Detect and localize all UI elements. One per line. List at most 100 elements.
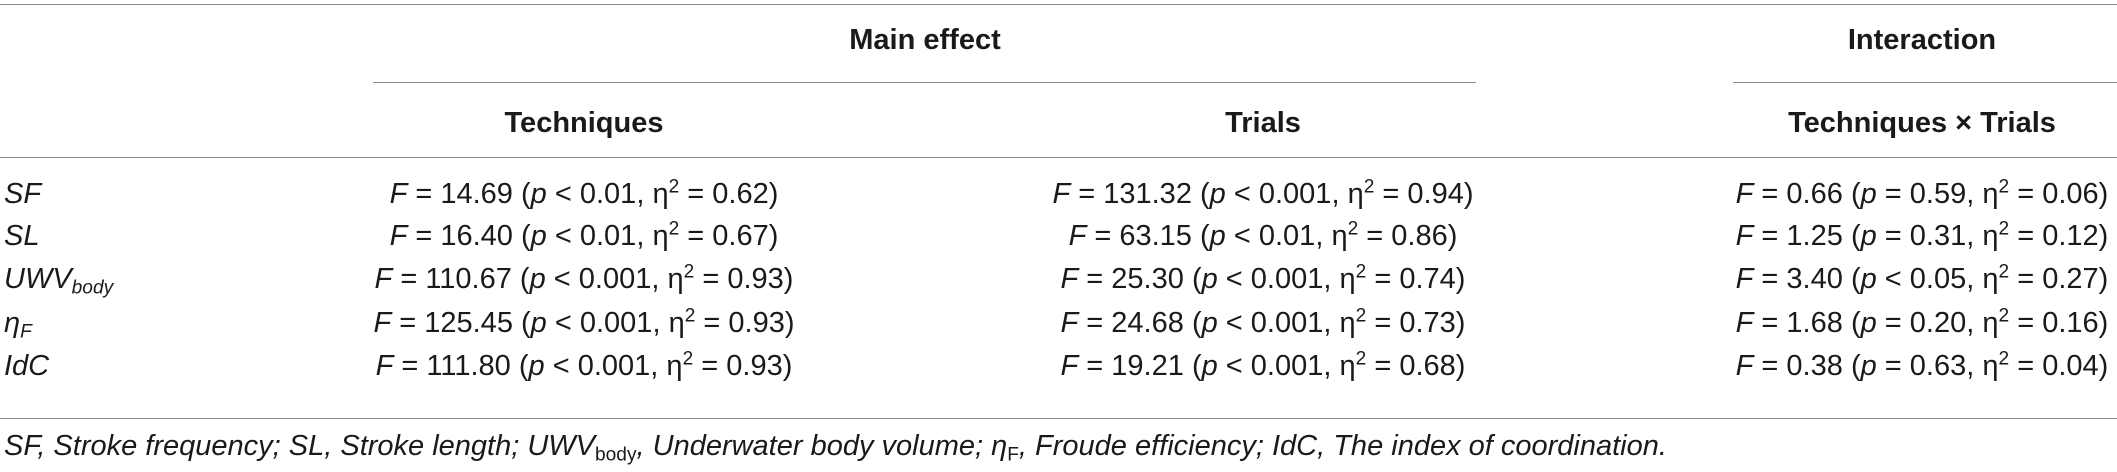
p-symbol: p	[529, 263, 546, 295]
text-comma: ,	[1323, 263, 1340, 295]
table-footnote: SF, Stroke frequency; SL, Stroke length;…	[4, 428, 1667, 466]
p-symbol: p	[1860, 220, 1877, 252]
text-space	[1902, 220, 1910, 252]
stat-cell-interaction: F = 0.38 (p = 0.63, η2 = 0.04)	[1736, 348, 2109, 384]
eta-symbol: η	[1339, 263, 1356, 295]
text-comma: ,	[1966, 178, 1983, 210]
eta-superscript: 2	[1998, 261, 2010, 283]
p-symbol: p	[1860, 178, 1877, 210]
text-eq2: =	[679, 220, 713, 252]
f-value: 25.30	[1111, 263, 1184, 295]
text-eq2: =	[679, 178, 713, 210]
text-comma: ,	[650, 350, 667, 382]
text-eq: =	[1753, 350, 1787, 382]
eta2-value: 0.74	[1399, 263, 1456, 295]
text-comma: ,	[652, 307, 669, 339]
text-eq2: =	[2009, 220, 2043, 252]
text-eq2: =	[695, 307, 729, 339]
p-operator: <	[1233, 178, 1251, 210]
eta-superscript: 2	[668, 176, 680, 198]
text-eq: =	[1070, 178, 1104, 210]
text-close: )	[782, 350, 793, 382]
stat-cell-techniques: F = 16.40 (p < 0.01, η2 = 0.67)	[390, 218, 779, 254]
eta-symbol: η	[667, 263, 684, 295]
text-comma: ,	[1966, 350, 1983, 382]
p-value: 0.001	[579, 307, 653, 339]
f-symbol: F	[1052, 178, 1071, 210]
f-symbol: F	[1068, 220, 1087, 252]
text-close: )	[2098, 263, 2109, 295]
text-open: (	[512, 307, 531, 339]
text-open: (	[1842, 263, 1861, 295]
p-operator-space	[545, 350, 553, 382]
column-header-trials: Trials	[1225, 107, 1301, 139]
text-close: )	[2098, 178, 2109, 210]
f-value: 3.40	[1786, 263, 1843, 295]
p-value: 0.001	[1250, 350, 1324, 382]
text-eq: =	[1078, 263, 1112, 295]
stat-cell-trials: F = 24.68 (p < 0.001, η2 = 0.73)	[1061, 305, 1466, 341]
text-open: (	[1842, 178, 1861, 210]
p-value: 0.01	[1258, 220, 1316, 252]
table-top-rule	[0, 4, 2117, 5]
f-value: 1.25	[1786, 220, 1843, 252]
footnote-part-2: , Underwater body volume; η	[636, 430, 1008, 462]
p-symbol: p	[1860, 263, 1877, 295]
text-space	[1902, 350, 1910, 382]
stat-cell-techniques: F = 110.67 (p < 0.001, η2 = 0.93)	[375, 261, 794, 297]
stat-cell-interaction: F = 1.68 (p = 0.20, η2 = 0.16)	[1736, 305, 2109, 341]
p-operator: <	[553, 263, 571, 295]
text-eq2: =	[694, 263, 728, 295]
f-value: 0.66	[1786, 178, 1843, 210]
text-eq2: =	[1366, 307, 1400, 339]
p-symbol: p	[1201, 263, 1218, 295]
row-label-text: SF	[4, 178, 42, 210]
p-value: 0.31	[1909, 220, 1967, 252]
text-close: )	[2098, 350, 2109, 382]
text-comma: ,	[636, 178, 653, 210]
text-eq: =	[1078, 307, 1112, 339]
f-value: 19.21	[1111, 350, 1184, 382]
text-close: )	[768, 220, 779, 252]
stat-cell-trials: F = 131.32 (p < 0.001, η2 = 0.94)	[1052, 176, 1473, 212]
eta2-value: 0.68	[1399, 350, 1456, 382]
text-close: )	[768, 178, 779, 210]
p-value: 0.001	[1250, 307, 1324, 339]
f-symbol: F	[1060, 263, 1079, 295]
eta2-value: 0.16	[2042, 307, 2099, 339]
p-operator: =	[1884, 350, 1902, 382]
eta-superscript: 2	[1998, 305, 2010, 327]
eta2-value: 0.94	[1407, 178, 1464, 210]
p-symbol: p	[530, 178, 547, 210]
row-label-subscript: F	[20, 321, 32, 343]
stat-cell-techniques: F = 14.69 (p < 0.01, η2 = 0.62)	[390, 176, 779, 212]
text-eq2: =	[1366, 350, 1400, 382]
footnote-sub-1: body	[595, 444, 637, 466]
text-eq: =	[1086, 220, 1120, 252]
p-operator: <	[554, 178, 572, 210]
text-space	[1902, 307, 1910, 339]
eta-superscript: 2	[1998, 176, 2010, 198]
eta-superscript: 2	[1363, 176, 1375, 198]
stat-cell-techniques: F = 111.80 (p < 0.001, η2 = 0.93)	[376, 348, 793, 384]
f-symbol: F	[389, 220, 408, 252]
table-bottom-rule	[0, 418, 2117, 419]
p-operator: <	[552, 350, 570, 382]
eta-symbol: η	[666, 350, 683, 382]
row-label-text: UWV	[4, 263, 72, 295]
row-label-text: IdC	[4, 350, 50, 382]
p-value: 0.20	[1909, 307, 1967, 339]
eta-superscript: 2	[1355, 348, 1367, 370]
p-symbol: p	[1209, 220, 1226, 252]
eta-symbol: η	[1347, 178, 1364, 210]
f-value: 125.45	[424, 307, 513, 339]
row-label: IdC	[4, 348, 49, 384]
p-value: 0.01	[579, 178, 637, 210]
group-header-main-effect: Main effect	[849, 24, 1001, 56]
p-value: 0.001	[1258, 178, 1332, 210]
p-operator: =	[1884, 178, 1902, 210]
f-symbol: F	[1735, 220, 1754, 252]
text-open: (	[511, 263, 530, 295]
text-open: (	[1191, 220, 1210, 252]
eta-symbol: η	[1982, 307, 1999, 339]
